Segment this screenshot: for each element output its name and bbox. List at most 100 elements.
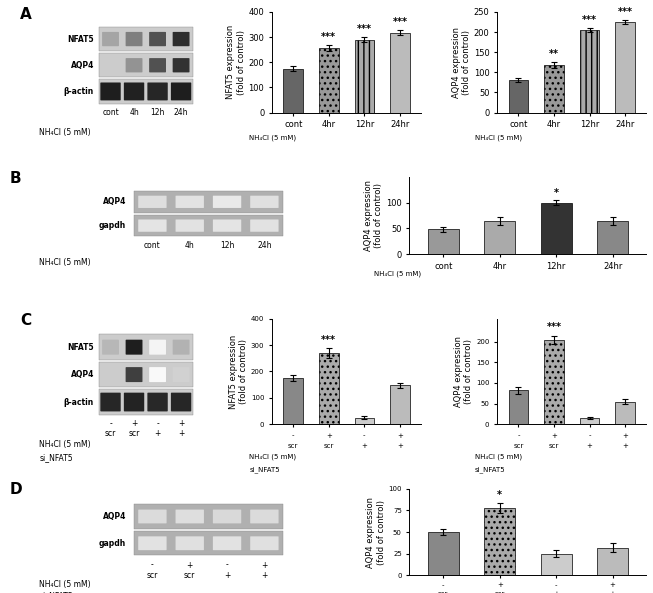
Bar: [428, 532, 459, 575]
Text: scr: scr: [129, 429, 140, 438]
FancyBboxPatch shape: [172, 58, 189, 72]
Y-axis label: AQP4 expression
(fold of control): AQP4 expression (fold of control): [366, 496, 385, 568]
Text: si_NFAT5: si_NFAT5: [475, 467, 505, 473]
FancyBboxPatch shape: [176, 509, 204, 524]
FancyBboxPatch shape: [138, 536, 167, 550]
Text: C: C: [20, 313, 31, 329]
Text: gapdh: gapdh: [99, 221, 126, 230]
FancyBboxPatch shape: [138, 219, 167, 232]
Text: scr: scr: [288, 443, 298, 449]
Bar: [390, 385, 409, 424]
Text: B: B: [9, 171, 21, 186]
FancyBboxPatch shape: [171, 82, 191, 100]
Text: AQP4: AQP4: [103, 512, 126, 521]
Text: +: +: [187, 560, 193, 569]
FancyBboxPatch shape: [250, 509, 279, 524]
Text: NH₄Cl (5 mM): NH₄Cl (5 mM): [374, 271, 421, 278]
FancyBboxPatch shape: [213, 509, 241, 524]
Bar: [283, 378, 303, 424]
Bar: [485, 508, 515, 575]
Text: ***: ***: [547, 323, 562, 333]
Text: scr: scr: [184, 571, 195, 580]
Text: scr: scr: [549, 443, 559, 449]
FancyBboxPatch shape: [101, 393, 121, 412]
Text: 12h: 12h: [150, 107, 165, 117]
FancyBboxPatch shape: [102, 340, 119, 355]
Y-axis label: AQP4 expression
(fold of control): AQP4 expression (fold of control): [364, 180, 383, 251]
Text: +: +: [261, 560, 268, 569]
Text: +: +: [553, 591, 559, 593]
Text: ***: ***: [321, 335, 336, 345]
Bar: [485, 221, 515, 254]
Text: +: +: [610, 591, 616, 593]
FancyBboxPatch shape: [102, 367, 119, 382]
FancyBboxPatch shape: [99, 390, 193, 415]
Text: scr: scr: [494, 591, 505, 593]
Text: +: +: [610, 582, 616, 588]
Text: -: -: [555, 582, 558, 588]
Text: +: +: [622, 443, 628, 449]
Text: -: -: [442, 582, 445, 588]
Bar: [509, 390, 528, 424]
Y-axis label: NFAT5 expression
(fold of control): NFAT5 expression (fold of control): [226, 25, 246, 100]
Text: +: +: [131, 419, 137, 428]
Text: cont: cont: [144, 241, 161, 250]
Text: **: **: [549, 49, 559, 59]
Text: +: +: [397, 443, 403, 449]
FancyBboxPatch shape: [99, 27, 193, 51]
FancyBboxPatch shape: [148, 393, 168, 412]
FancyBboxPatch shape: [176, 536, 204, 550]
FancyBboxPatch shape: [99, 334, 193, 360]
Text: AQP4: AQP4: [71, 60, 94, 70]
Text: gapdh: gapdh: [99, 539, 126, 548]
FancyBboxPatch shape: [134, 191, 283, 212]
FancyBboxPatch shape: [134, 505, 283, 528]
FancyBboxPatch shape: [149, 32, 166, 46]
Bar: [615, 401, 635, 424]
Bar: [615, 22, 635, 113]
Text: NH₄Cl (5 mM): NH₄Cl (5 mM): [475, 135, 522, 141]
Text: +: +: [551, 433, 557, 439]
FancyBboxPatch shape: [138, 509, 167, 524]
Text: cont: cont: [102, 107, 119, 117]
Bar: [355, 40, 374, 113]
Text: -: -: [156, 419, 159, 428]
Text: -: -: [588, 433, 591, 439]
Bar: [355, 417, 374, 424]
Text: +: +: [154, 429, 161, 438]
FancyBboxPatch shape: [250, 219, 279, 232]
FancyBboxPatch shape: [148, 82, 168, 100]
Text: 12h: 12h: [220, 241, 234, 250]
Bar: [580, 418, 599, 424]
FancyBboxPatch shape: [172, 367, 189, 382]
FancyBboxPatch shape: [149, 367, 166, 382]
Text: NH₄Cl (5 mM): NH₄Cl (5 mM): [249, 135, 296, 141]
FancyBboxPatch shape: [138, 196, 167, 208]
Text: 24h: 24h: [257, 241, 272, 250]
Text: NH₄Cl (5 mM): NH₄Cl (5 mM): [39, 579, 91, 588]
FancyBboxPatch shape: [101, 82, 121, 100]
Text: 4h: 4h: [185, 241, 195, 250]
Text: +: +: [497, 582, 503, 588]
FancyBboxPatch shape: [171, 393, 191, 412]
FancyBboxPatch shape: [213, 196, 241, 208]
Text: NH₄Cl (5 mM): NH₄Cl (5 mM): [39, 258, 91, 267]
Text: ***: ***: [618, 7, 633, 17]
Text: ***: ***: [321, 33, 336, 42]
FancyBboxPatch shape: [176, 219, 204, 232]
Text: +: +: [326, 433, 332, 439]
Text: D: D: [9, 482, 22, 497]
FancyBboxPatch shape: [172, 32, 189, 46]
Text: -: -: [151, 560, 153, 569]
Bar: [319, 49, 338, 113]
FancyBboxPatch shape: [102, 58, 119, 72]
Text: scr: scr: [513, 443, 524, 449]
Text: -: -: [517, 433, 520, 439]
Text: si_NFAT5: si_NFAT5: [39, 591, 72, 593]
FancyBboxPatch shape: [213, 219, 241, 232]
FancyBboxPatch shape: [149, 58, 166, 72]
Y-axis label: AQP4 expression
(fold of control): AQP4 expression (fold of control): [452, 27, 471, 98]
FancyBboxPatch shape: [149, 340, 166, 355]
Text: scr: scr: [438, 591, 449, 593]
Text: NFAT5: NFAT5: [67, 34, 94, 43]
